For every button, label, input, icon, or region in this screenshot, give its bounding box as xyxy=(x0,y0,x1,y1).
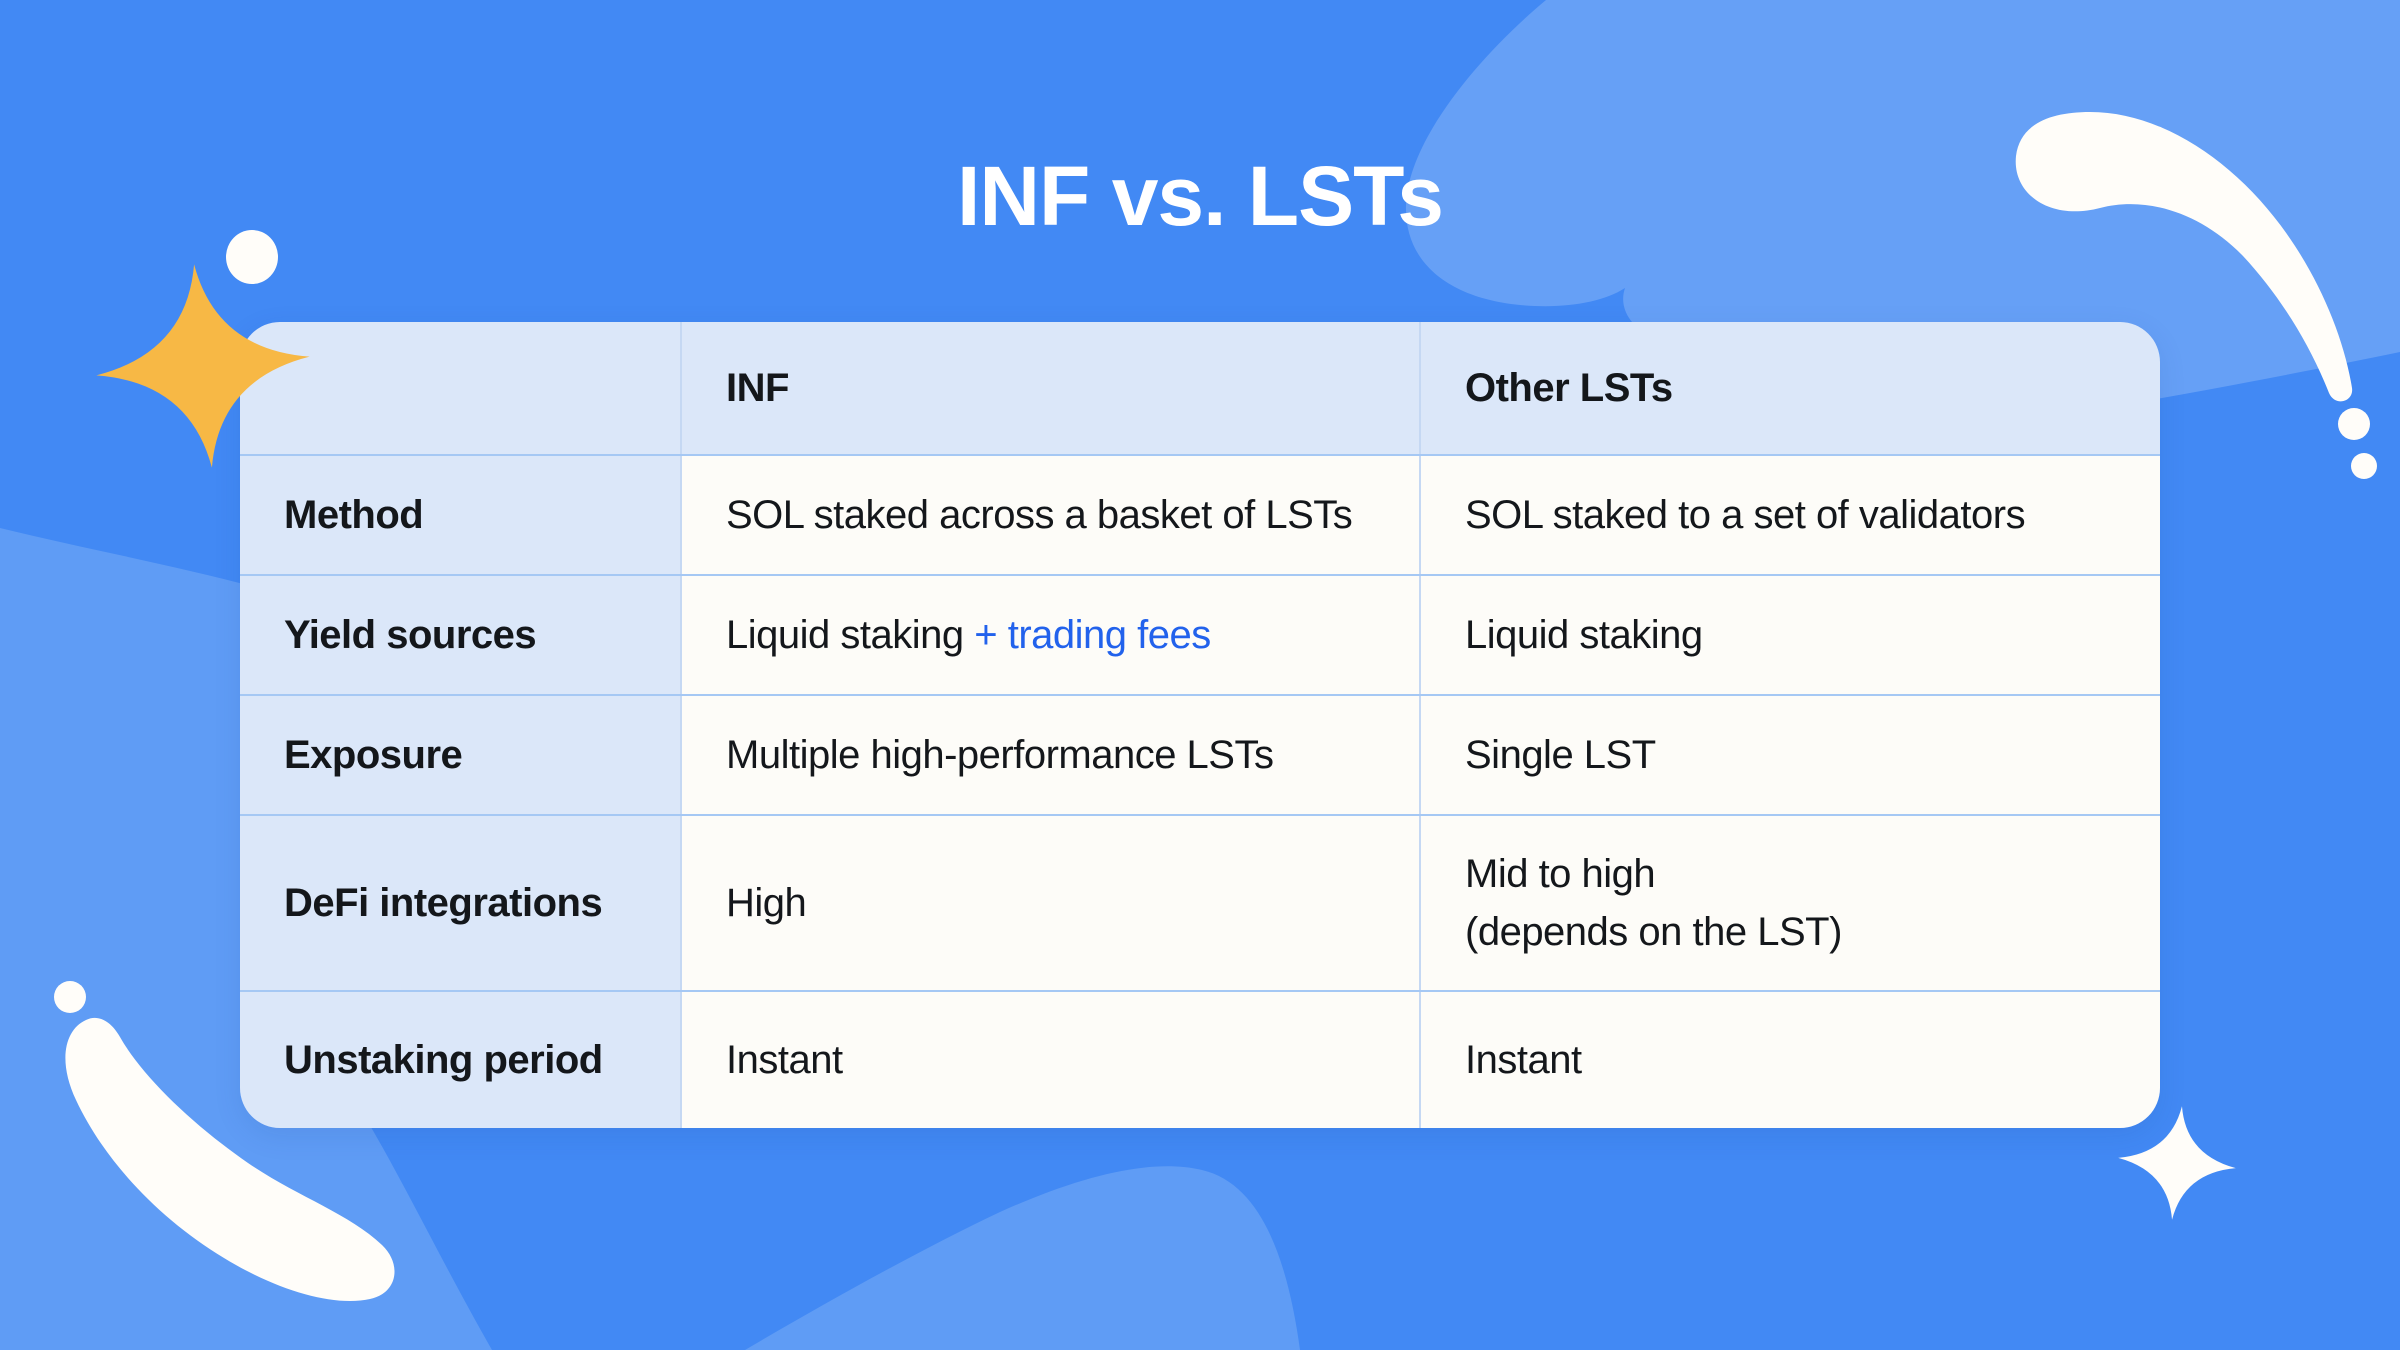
row-label: Method xyxy=(240,456,680,574)
table-row-method: Method SOL staked across a basket of LST… xyxy=(240,456,2160,576)
defi-other-line2: (depends on the LST) xyxy=(1465,910,1842,954)
dot-right-1 xyxy=(2338,408,2370,440)
cell-inf-exposure: Multiple high-performance LSTs xyxy=(680,696,1419,814)
table-row-yield-sources: Yield sources Liquid staking + trading f… xyxy=(240,576,2160,696)
table-row-exposure: Exposure Multiple high-performance LSTs … xyxy=(240,696,2160,816)
row-label: DeFi integrations xyxy=(240,816,680,990)
comparison-table: INF Other LSTs Method SOL staked across … xyxy=(240,322,2160,1128)
cell-other-yield: Liquid staking xyxy=(1419,576,2160,694)
dot-bottom-left xyxy=(54,981,86,1013)
table-row-defi-integrations: DeFi integrations High Mid to high (depe… xyxy=(240,816,2160,992)
defi-other-line1: Mid to high xyxy=(1465,852,1656,896)
blob-bottom-hump xyxy=(745,1166,1300,1350)
dot-right-2 xyxy=(2351,453,2377,479)
trading-fees-link[interactable]: + trading fees xyxy=(974,612,1211,657)
header-cell-empty xyxy=(240,322,680,454)
table-header-row: INF Other LSTs xyxy=(240,322,2160,456)
cell-inf-method: SOL staked across a basket of LSTs xyxy=(680,456,1419,574)
cell-other-method: SOL staked to a set of validators xyxy=(1419,456,2160,574)
cell-inf-unstaking: Instant xyxy=(680,992,1419,1128)
table-row-unstaking-period: Unstaking period Instant Instant xyxy=(240,992,2160,1128)
yield-text: Liquid staking xyxy=(726,612,975,657)
cell-other-unstaking: Instant xyxy=(1419,992,2160,1128)
row-label: Exposure xyxy=(240,696,680,814)
cell-other-defi: Mid to high (depends on the LST) xyxy=(1419,816,2160,990)
cell-inf-yield: Liquid staking + trading fees xyxy=(680,576,1419,694)
header-cell-inf: INF xyxy=(680,322,1419,454)
page-title: INF vs. LSTs xyxy=(957,149,1444,243)
row-label: Unstaking period xyxy=(240,992,680,1128)
cell-inf-defi: High xyxy=(680,816,1419,990)
cell-other-exposure: Single LST xyxy=(1419,696,2160,814)
row-label: Yield sources xyxy=(240,576,680,694)
header-cell-other-lsts: Other LSTs xyxy=(1419,322,2160,454)
